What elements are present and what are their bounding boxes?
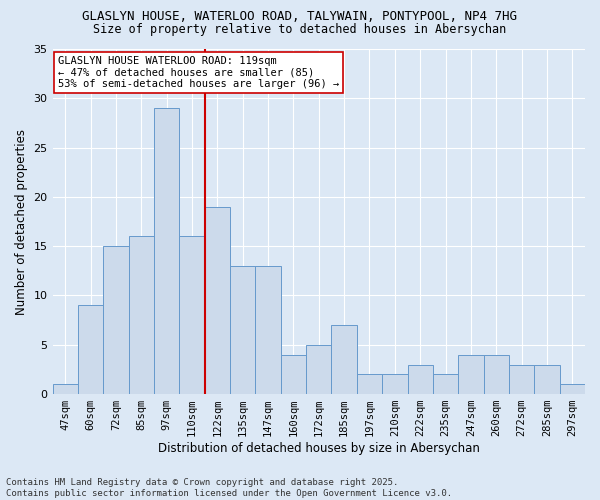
Bar bbox=[128, 236, 154, 394]
Bar bbox=[256, 266, 281, 394]
Text: Size of property relative to detached houses in Abersychan: Size of property relative to detached ho… bbox=[94, 22, 506, 36]
Text: GLASLYN HOUSE, WATERLOO ROAD, TALYWAIN, PONTYPOOL, NP4 7HG: GLASLYN HOUSE, WATERLOO ROAD, TALYWAIN, … bbox=[83, 10, 517, 23]
Text: GLASLYN HOUSE WATERLOO ROAD: 119sqm
← 47% of detached houses are smaller (85)
53: GLASLYN HOUSE WATERLOO ROAD: 119sqm ← 47… bbox=[58, 56, 339, 89]
Y-axis label: Number of detached properties: Number of detached properties bbox=[15, 128, 28, 314]
Bar bbox=[53, 384, 78, 394]
Bar bbox=[230, 266, 256, 394]
X-axis label: Distribution of detached houses by size in Abersychan: Distribution of detached houses by size … bbox=[158, 442, 480, 455]
Bar bbox=[205, 207, 230, 394]
Bar bbox=[407, 364, 433, 394]
Bar bbox=[534, 364, 560, 394]
Bar bbox=[179, 236, 205, 394]
Bar bbox=[357, 374, 382, 394]
Bar bbox=[509, 364, 534, 394]
Bar bbox=[306, 345, 331, 394]
Bar bbox=[433, 374, 458, 394]
Bar bbox=[382, 374, 407, 394]
Text: Contains HM Land Registry data © Crown copyright and database right 2025.
Contai: Contains HM Land Registry data © Crown c… bbox=[6, 478, 452, 498]
Bar bbox=[484, 354, 509, 394]
Bar bbox=[458, 354, 484, 394]
Bar bbox=[560, 384, 585, 394]
Bar bbox=[281, 354, 306, 394]
Bar bbox=[331, 325, 357, 394]
Bar bbox=[103, 246, 128, 394]
Bar bbox=[78, 306, 103, 394]
Bar bbox=[154, 108, 179, 394]
